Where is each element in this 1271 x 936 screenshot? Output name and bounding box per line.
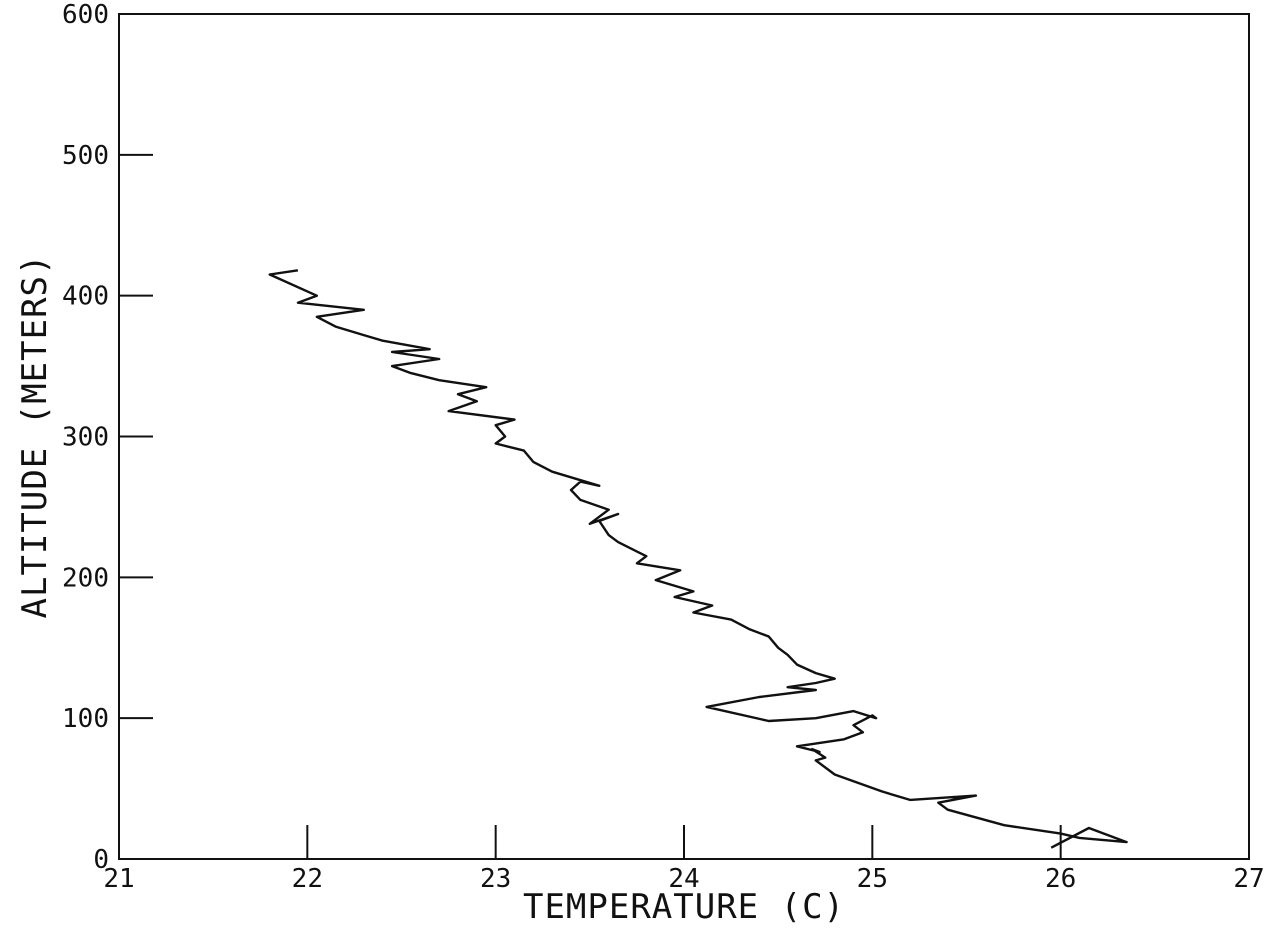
- x-tick-label: 21: [103, 864, 134, 894]
- y-tick-label: 0: [93, 845, 109, 875]
- x-tick-label: 22: [292, 864, 323, 894]
- x-axis-title: TEMPERATURE (C): [523, 887, 845, 927]
- y-tick-label: 400: [62, 282, 109, 312]
- y-axis-title: ALTITUDE (METERS): [15, 254, 55, 619]
- temperature-profile-line: [268, 269, 1128, 849]
- x-tick-label: 27: [1233, 864, 1264, 894]
- plot-frame: [118, 13, 1250, 860]
- x-tick-label: 23: [480, 864, 511, 894]
- y-tick-label: 300: [62, 423, 109, 453]
- y-tick-label: 600: [62, 0, 109, 30]
- x-tick-label: 24: [668, 864, 699, 894]
- y-tick-label: 500: [62, 141, 109, 171]
- y-tick-label: 200: [62, 563, 109, 593]
- x-axis: 21 22 23 24 25 26 27: [103, 825, 1265, 894]
- x-tick-label: 26: [1045, 864, 1076, 894]
- y-axis: 0 100 200 300 400 500 600: [62, 0, 153, 875]
- y-tick-label: 100: [62, 704, 109, 734]
- x-tick-label: 25: [857, 864, 888, 894]
